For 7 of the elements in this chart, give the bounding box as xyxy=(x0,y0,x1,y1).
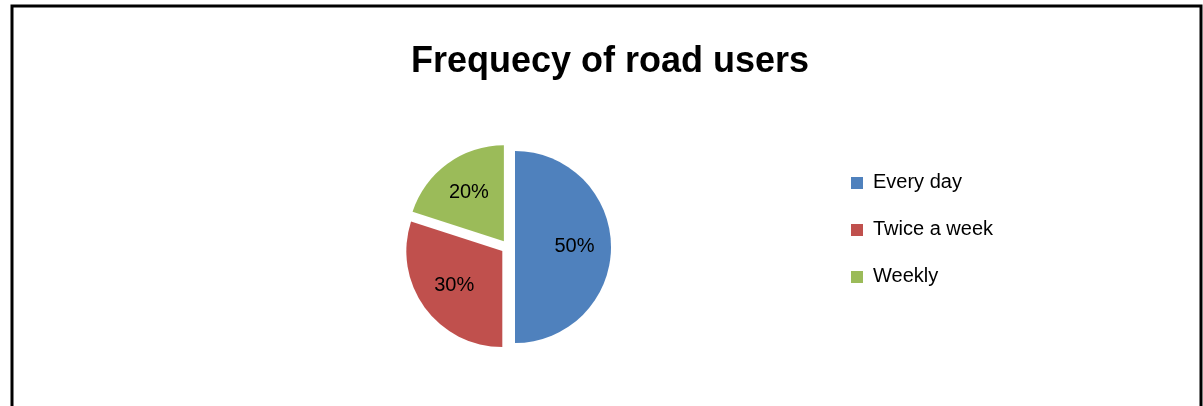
legend-label: Every day xyxy=(873,170,962,193)
data-label: 50% xyxy=(554,234,595,257)
data-label: 30% xyxy=(434,273,475,296)
legend-label: Twice a week xyxy=(873,217,995,240)
data-label: 20% xyxy=(448,180,490,203)
chart-title: Frequecy of road users xyxy=(410,39,810,80)
legend-label: Weekly xyxy=(873,264,939,287)
